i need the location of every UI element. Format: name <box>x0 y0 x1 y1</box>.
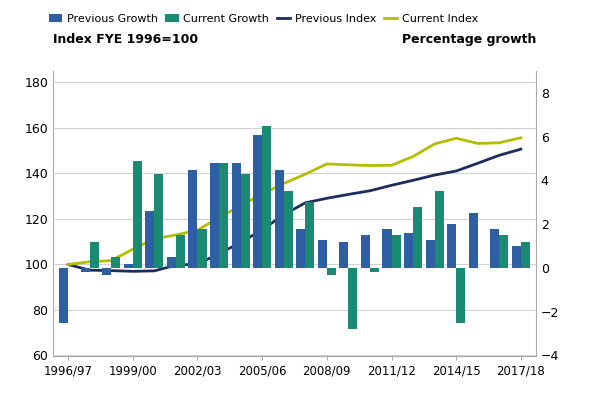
Bar <box>490 229 499 268</box>
Bar <box>499 235 508 268</box>
Bar <box>274 169 284 268</box>
Bar <box>382 229 392 268</box>
Bar <box>512 246 521 268</box>
Bar <box>284 192 293 268</box>
Bar <box>154 174 163 268</box>
Bar <box>447 224 456 268</box>
Bar <box>296 229 305 268</box>
Bar <box>521 242 530 268</box>
Bar <box>327 268 336 275</box>
Bar <box>167 257 176 268</box>
Bar <box>219 163 228 268</box>
Bar <box>253 135 262 268</box>
Bar <box>145 211 154 268</box>
Bar <box>413 207 422 268</box>
Bar <box>240 174 250 268</box>
Bar <box>197 229 207 268</box>
Bar <box>111 257 120 268</box>
Legend: Previous Growth, Current Growth, Previous Index, Current Index: Previous Growth, Current Growth, Previou… <box>49 14 478 24</box>
Bar <box>456 268 465 323</box>
Bar <box>102 268 111 275</box>
Text: Percentage growth: Percentage growth <box>402 32 536 45</box>
Bar <box>133 161 142 268</box>
Bar <box>469 213 478 268</box>
Bar <box>59 268 68 323</box>
Bar <box>210 163 219 268</box>
Bar <box>81 268 90 273</box>
Bar <box>370 268 379 273</box>
Bar <box>124 263 133 268</box>
Bar <box>305 202 315 268</box>
Bar <box>262 126 271 268</box>
Bar <box>90 242 99 268</box>
Bar <box>176 235 185 268</box>
Bar <box>392 235 401 268</box>
Bar <box>361 235 370 268</box>
Bar <box>349 268 358 329</box>
Bar <box>404 233 413 268</box>
Bar <box>426 239 435 268</box>
Bar <box>339 242 349 268</box>
Bar <box>231 163 240 268</box>
Bar <box>318 239 327 268</box>
Bar <box>435 192 444 268</box>
Text: Index FYE 1996=100: Index FYE 1996=100 <box>53 32 198 45</box>
Bar <box>188 169 197 268</box>
